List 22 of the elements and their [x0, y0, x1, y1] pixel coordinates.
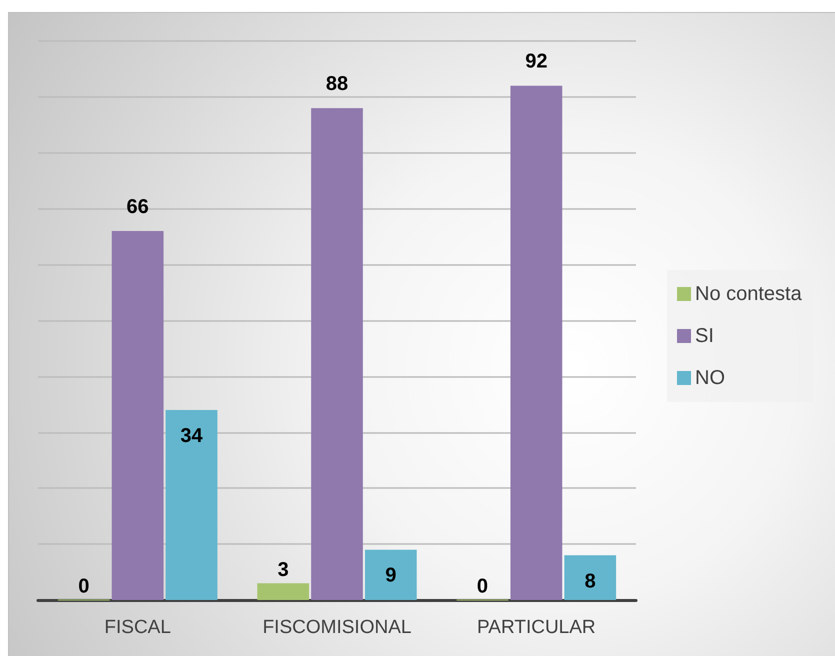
data-label: 3 — [278, 559, 289, 582]
bar — [510, 86, 562, 600]
data-label: 34 — [180, 424, 204, 447]
x-tick-label: FISCAL — [104, 617, 171, 638]
bar — [311, 108, 363, 600]
bar — [257, 583, 310, 600]
bar — [564, 555, 616, 600]
data-label: 9 — [385, 564, 396, 587]
data-label: 66 — [126, 196, 149, 218]
data-label: 88 — [326, 73, 348, 96]
bar — [166, 410, 218, 600]
data-label: 0 — [78, 576, 90, 598]
legend-label: SI — [695, 325, 714, 347]
bar — [112, 231, 164, 600]
x-tick-label: PARTICULAR — [477, 617, 596, 638]
legend-label: NO — [695, 367, 725, 389]
bar — [364, 550, 417, 600]
data-label: 0 — [476, 576, 488, 598]
data-label: 8 — [584, 570, 596, 592]
legend-label: No contesta — [695, 283, 803, 305]
data-label: 92 — [525, 50, 548, 73]
x-tick-label: FISCOMISIONAL — [262, 617, 412, 638]
